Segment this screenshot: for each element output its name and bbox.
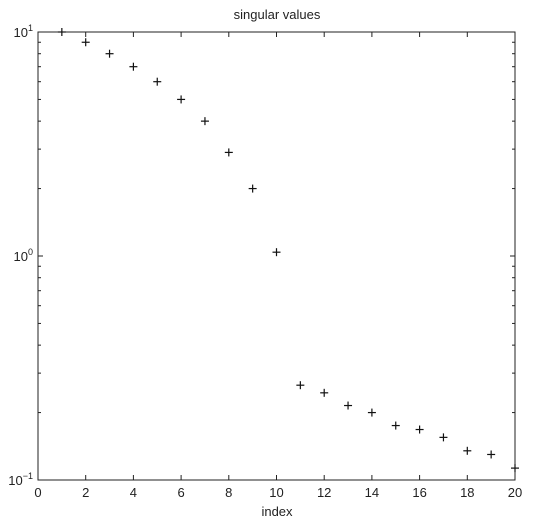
y-tick-exponent: −1 bbox=[23, 471, 33, 481]
x-axis: 0 2 4 6 8 10 12 14 16 18 20 bbox=[34, 32, 522, 500]
data-point bbox=[344, 402, 352, 410]
data-series bbox=[58, 28, 519, 472]
x-tick-label: 12 bbox=[317, 485, 331, 500]
x-tick-label: 4 bbox=[130, 485, 137, 500]
x-tick-label: 14 bbox=[365, 485, 379, 500]
y-tick-base: 10 bbox=[14, 25, 28, 40]
data-point bbox=[439, 433, 447, 441]
data-point bbox=[296, 381, 304, 389]
data-point bbox=[177, 95, 185, 103]
data-point bbox=[153, 78, 161, 86]
y-tick-label: 100 bbox=[14, 247, 33, 264]
data-point bbox=[416, 426, 424, 434]
data-point bbox=[368, 409, 376, 417]
x-tick-label: 16 bbox=[412, 485, 426, 500]
data-point bbox=[58, 28, 66, 36]
x-tick-label: 0 bbox=[34, 485, 41, 500]
y-tick-label: 101 bbox=[14, 23, 33, 40]
data-point bbox=[320, 389, 328, 397]
data-point bbox=[273, 248, 281, 256]
data-point bbox=[392, 422, 400, 430]
y-tick-base: 10 bbox=[14, 249, 28, 264]
data-point bbox=[201, 117, 209, 125]
y-tick-label: 10−1 bbox=[8, 471, 33, 488]
x-axis-label: index bbox=[261, 504, 293, 519]
data-point bbox=[225, 148, 233, 156]
data-point bbox=[463, 447, 471, 455]
x-tick-label: 10 bbox=[269, 485, 283, 500]
x-tick-label: 18 bbox=[460, 485, 474, 500]
data-point bbox=[511, 464, 519, 472]
x-tick-label: 20 bbox=[508, 485, 522, 500]
data-point bbox=[487, 450, 495, 458]
data-point bbox=[82, 38, 90, 46]
x-tick-label: 8 bbox=[225, 485, 232, 500]
x-tick-label: 6 bbox=[177, 485, 184, 500]
y-tick-base: 10 bbox=[8, 473, 22, 488]
data-point bbox=[129, 63, 137, 71]
data-point bbox=[249, 185, 257, 193]
chart-title: singular values bbox=[234, 7, 321, 22]
y-tick-exponent: 0 bbox=[28, 247, 33, 257]
y-tick-exponent: 1 bbox=[28, 23, 33, 33]
x-tick-label: 2 bbox=[82, 485, 89, 500]
data-point bbox=[106, 50, 114, 58]
